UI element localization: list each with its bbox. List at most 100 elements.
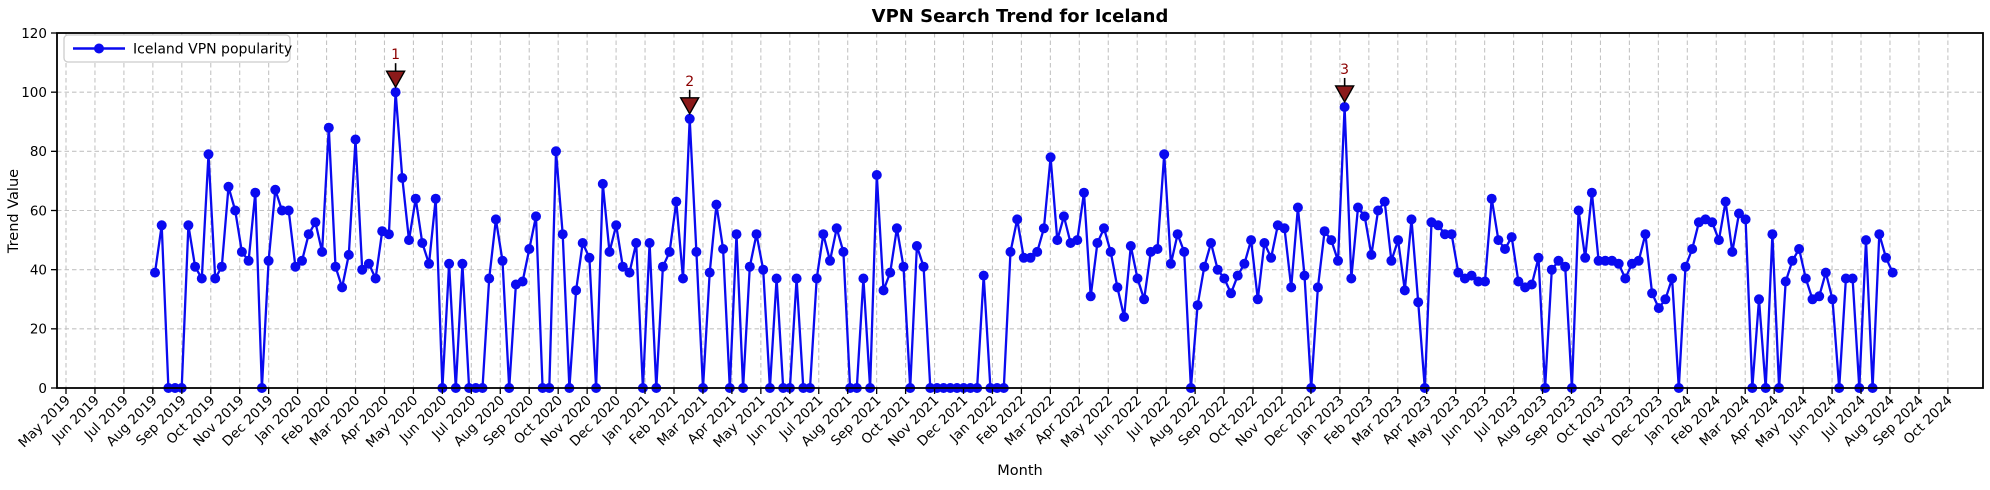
data-point-marker	[1393, 235, 1404, 246]
data-point-marker	[1038, 223, 1049, 234]
data-point-marker	[250, 187, 261, 198]
data-point-marker	[203, 149, 214, 160]
data-point-marker	[617, 261, 628, 272]
data-point-marker	[1620, 273, 1631, 284]
data-point-marker	[671, 196, 682, 207]
data-point-marker	[1366, 249, 1377, 260]
data-point-marker	[684, 113, 695, 124]
data-point-marker	[1339, 102, 1350, 112]
data-point-marker	[1012, 214, 1023, 225]
data-point-marker	[604, 246, 615, 257]
data-point-marker	[230, 205, 241, 216]
data-point-marker	[1727, 246, 1738, 257]
data-point-marker	[1025, 252, 1036, 263]
data-point-marker	[1500, 244, 1510, 254]
data-point-marker	[1480, 276, 1490, 287]
data-point-marker	[1827, 294, 1838, 305]
data-point-marker	[1005, 246, 1016, 257]
data-point-marker	[1814, 291, 1825, 302]
data-point-marker	[664, 246, 675, 257]
data-point-marker	[1212, 264, 1223, 275]
data-point-marker	[818, 229, 829, 240]
data-point-marker	[1486, 193, 1497, 204]
data-point-marker	[911, 241, 922, 251]
data-point-marker	[323, 122, 334, 133]
data-point-marker	[1453, 267, 1464, 278]
data-point-marker	[825, 255, 835, 266]
data-point-marker	[1386, 255, 1397, 266]
data-point-marker	[611, 220, 622, 231]
data-point-marker	[1052, 235, 1063, 246]
data-point-marker	[597, 178, 608, 189]
data-point-marker	[584, 252, 595, 263]
data-point-marker	[1633, 255, 1644, 266]
data-point-marker	[1780, 276, 1791, 287]
data-point-marker	[878, 285, 889, 296]
data-point-marker	[1847, 273, 1858, 284]
data-point-marker	[1165, 258, 1176, 269]
data-point-marker	[1353, 202, 1363, 213]
data-point-marker	[691, 246, 702, 257]
data-point-marker	[1493, 235, 1504, 246]
data-point-marker	[1172, 229, 1183, 240]
data-point-marker	[1286, 282, 1297, 293]
data-point-marker	[1820, 267, 1831, 278]
data-point-marker	[330, 261, 341, 272]
data-point-marker	[1112, 282, 1123, 293]
y-tick-label: 20	[30, 322, 47, 338]
data-point-marker	[1045, 152, 1056, 163]
data-point-marker	[1232, 270, 1243, 281]
data-point-marker	[1092, 238, 1103, 248]
data-point-marker	[678, 273, 688, 284]
data-point-marker	[1506, 232, 1517, 243]
data-point-marker	[310, 217, 321, 228]
data-point-marker	[1680, 261, 1691, 272]
y-tick-label: 60	[30, 203, 47, 219]
data-point-marker	[1861, 235, 1871, 246]
data-point-marker	[223, 181, 234, 192]
data-point-marker	[1292, 202, 1303, 213]
data-point-marker	[891, 223, 902, 234]
data-point-marker	[1794, 244, 1805, 254]
data-point-marker	[898, 261, 909, 272]
data-point-marker	[1246, 235, 1257, 246]
y-tick-label: 120	[21, 26, 47, 42]
data-point-marker	[1466, 270, 1477, 281]
data-point-marker	[236, 246, 247, 257]
data-point-marker	[410, 193, 421, 204]
annotation-label: 2	[685, 74, 694, 90]
data-point-marker	[417, 238, 428, 248]
data-point-marker	[744, 261, 755, 272]
data-point-marker	[1800, 273, 1811, 284]
data-point-marker	[1079, 187, 1089, 198]
trend-line	[153, 91, 1894, 390]
data-point-marker	[577, 238, 588, 248]
data-point-marker	[444, 258, 455, 269]
data-point-marker	[1346, 273, 1357, 284]
data-point-marker	[1279, 223, 1290, 234]
data-point-marker	[1072, 235, 1083, 246]
data-point-marker	[791, 273, 802, 284]
legend-label: Iceland VPN popularity	[133, 42, 292, 58]
data-point-marker	[357, 264, 368, 275]
data-point-marker	[1734, 208, 1744, 219]
data-point-marker	[1099, 223, 1109, 234]
data-point-marker	[363, 258, 374, 269]
data-point-marker	[1580, 252, 1591, 263]
data-point-marker	[531, 211, 541, 222]
data-point-marker	[1159, 149, 1170, 160]
data-point-marker	[858, 273, 869, 284]
data-point-marker	[1326, 235, 1337, 246]
data-point-marker	[497, 255, 508, 266]
data-point-marker	[424, 258, 434, 269]
data-point-marker	[196, 273, 207, 284]
data-point-marker	[1406, 214, 1417, 225]
data-point-marker	[283, 205, 294, 216]
data-point-marker	[1192, 300, 1203, 311]
data-point-marker	[1553, 255, 1564, 266]
annotation-arrow-head	[1334, 85, 1355, 104]
data-point-marker	[1399, 285, 1410, 296]
x-axis-title: Month	[997, 463, 1042, 479]
data-point-marker	[390, 87, 401, 98]
data-point-marker	[1312, 282, 1323, 293]
